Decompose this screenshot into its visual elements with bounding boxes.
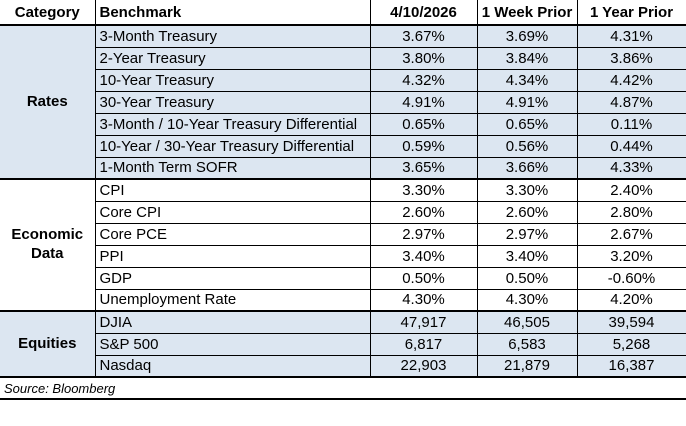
value-cell: 21,879 xyxy=(476,354,578,378)
value-cell: 0.50% xyxy=(369,266,478,290)
value-cell: 3.66% xyxy=(476,156,578,180)
table-row: S&P 500 6,817 6,583 5,268 xyxy=(0,332,686,356)
value-cell: 0.11% xyxy=(576,112,686,136)
table-row: Unemployment Rate 4.30% 4.30% 4.20% xyxy=(0,288,686,312)
value-cell: 0.65% xyxy=(476,112,578,136)
table-body: Rates 3-Month Treasury 3.67% 3.69% 4.31% 2-Ye… xyxy=(0,24,686,378)
benchmark-cell: S&P 500 xyxy=(94,332,371,356)
column-header-1-week-prior: 1 Week Prior xyxy=(476,0,578,26)
benchmark-cell: 1-Month Term SOFR xyxy=(94,156,371,180)
value-cell: 46,505 xyxy=(476,310,578,334)
value-cell: 3.30% xyxy=(369,178,478,202)
value-cell: 3.65% xyxy=(369,156,478,180)
table-row: 3-Month / 10-Year Treasury Differential 0… xyxy=(0,112,686,136)
table-row: Rates 3-Month Treasury 3.67% 3.69% 4.31% xyxy=(0,24,686,180)
value-cell: 6,817 xyxy=(369,332,478,356)
value-cell: 2.67% xyxy=(576,222,686,246)
value-cell: -0.60% xyxy=(576,266,686,290)
benchmark-cell: 10-Year / 30-Year Treasury Differential xyxy=(94,134,371,158)
benchmark-cell: 3-Month Treasury xyxy=(94,24,371,48)
table-row: Core CPI 2.60% 2.60% 2.80% xyxy=(0,200,686,224)
value-cell: 4.20% xyxy=(576,288,686,312)
table-row: GDP 0.50% 0.50% -0.60% xyxy=(0,266,686,290)
benchmark-cell: CPI xyxy=(94,178,371,202)
table-row: Core PCE 2.97% 2.97% 2.67% xyxy=(0,222,686,246)
benchmark-cell: PPI xyxy=(94,244,371,268)
value-cell: 3.86% xyxy=(576,46,686,70)
benchmark-cell: 30-Year Treasury xyxy=(94,90,371,114)
value-cell: 3.30% xyxy=(476,178,578,202)
value-cell: 3.20% xyxy=(576,244,686,268)
value-cell: 0.44% xyxy=(576,134,686,158)
benchmark-table: Category Benchmark 4/10/2026 1 Week Prio… xyxy=(0,0,686,400)
value-cell: 3.84% xyxy=(476,46,578,70)
value-cell: 3.40% xyxy=(476,244,578,268)
benchmark-cell: Nasdaq xyxy=(94,354,371,378)
table-row: 2-Year Treasury 3.80% 3.84% 3.86% xyxy=(0,46,686,70)
benchmark-cell: 3-Month / 10-Year Treasury Differential xyxy=(94,112,371,136)
value-cell: 4.30% xyxy=(369,288,478,312)
table-header: Category Benchmark 4/10/2026 1 Week Prio… xyxy=(0,0,686,26)
value-cell: 0.59% xyxy=(369,134,478,158)
value-cell: 4.91% xyxy=(369,90,478,114)
value-cell: 4.34% xyxy=(476,68,578,92)
source-row: Source: Bloomberg xyxy=(0,376,686,400)
benchmark-cell: 2-Year Treasury xyxy=(94,46,371,70)
value-cell: 0.56% xyxy=(476,134,578,158)
table-footer: Source: Bloomberg xyxy=(0,376,686,400)
benchmark-cell: Core PCE xyxy=(94,222,371,246)
benchmark-cell: Core CPI xyxy=(94,200,371,224)
benchmark-cell: GDP xyxy=(94,266,371,290)
value-cell: 3.40% xyxy=(369,244,478,268)
value-cell: 4.33% xyxy=(576,156,686,180)
value-cell: 4.91% xyxy=(476,90,578,114)
table-row: 1-Month Term SOFR 3.65% 3.66% 4.33% xyxy=(0,156,686,180)
value-cell: 2.60% xyxy=(369,200,478,224)
value-cell: 22,903 xyxy=(369,354,478,378)
column-header-1-year-prior: 1 Year Prior xyxy=(576,0,686,26)
value-cell: 39,594 xyxy=(576,310,686,334)
value-cell: 47,917 xyxy=(369,310,478,334)
benchmark-cell: DJIA xyxy=(94,310,371,334)
value-cell: 2.60% xyxy=(476,200,578,224)
value-cell: 2.40% xyxy=(576,178,686,202)
value-cell: 4.87% xyxy=(576,90,686,114)
table-row: 30-Year Treasury 4.91% 4.91% 4.87% xyxy=(0,90,686,114)
benchmark-cell: Unemployment Rate xyxy=(94,288,371,312)
category-cell-equities: Equities xyxy=(0,310,96,378)
table-row: 10-Year / 30-Year Treasury Differential 0… xyxy=(0,134,686,158)
value-cell: 3.80% xyxy=(369,46,478,70)
value-cell: 5,268 xyxy=(576,332,686,356)
column-header-current-date: 4/10/2026 xyxy=(369,0,478,26)
value-cell: 2.97% xyxy=(369,222,478,246)
benchmark-cell: 10-Year Treasury xyxy=(94,68,371,92)
header-row: Category Benchmark 4/10/2026 1 Week Prio… xyxy=(0,0,686,26)
value-cell: 0.50% xyxy=(476,266,578,290)
value-cell: 2.97% xyxy=(476,222,578,246)
value-cell: 4.30% xyxy=(476,288,578,312)
category-cell-economic-data: Economic Data xyxy=(0,178,96,312)
table-row: 10-Year Treasury 4.32% 4.34% 4.42% xyxy=(0,68,686,92)
table-row: Equities DJIA 47,917 46,505 39,594 xyxy=(0,310,686,378)
table-row: PPI 3.40% 3.40% 3.20% xyxy=(0,244,686,268)
column-header-category: Category xyxy=(0,0,96,26)
value-cell: 4.31% xyxy=(576,24,686,48)
value-cell: 4.42% xyxy=(576,68,686,92)
category-cell-rates: Rates xyxy=(0,24,96,180)
value-cell: 4.32% xyxy=(369,68,478,92)
value-cell: 3.67% xyxy=(369,24,478,48)
value-cell: 0.65% xyxy=(369,112,478,136)
value-cell: 3.69% xyxy=(476,24,578,48)
value-cell: 6,583 xyxy=(476,332,578,356)
table-row: Nasdaq 22,903 21,879 16,387 xyxy=(0,354,686,378)
value-cell: 2.80% xyxy=(576,200,686,224)
table-row: Economic Data CPI 3.30% 3.30% 2.40% xyxy=(0,178,686,312)
value-cell: 16,387 xyxy=(576,354,686,378)
column-header-benchmark: Benchmark xyxy=(94,0,371,26)
source-note: Source: Bloomberg xyxy=(0,376,686,400)
